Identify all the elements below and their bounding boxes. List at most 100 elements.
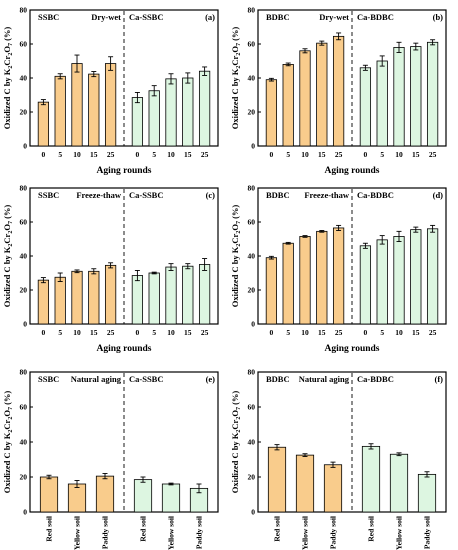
bar (332, 35, 345, 147)
x-tick-label: 0 (270, 150, 274, 159)
panel-label: (a) (205, 12, 215, 22)
y-axis-title-part: 2 (8, 244, 14, 247)
y-axis-title-part: O (230, 410, 240, 417)
x-tick-label: 0 (364, 328, 368, 337)
x-tick-label: 25 (107, 328, 115, 337)
bar (376, 239, 388, 325)
panel-label: (c) (206, 190, 216, 200)
x-tick-label: 25 (335, 150, 343, 159)
x-tick-label: 15 (318, 328, 326, 337)
y-axis-title-part: O (2, 224, 12, 231)
bar (316, 230, 328, 325)
y-tick-label: 80 (20, 368, 28, 377)
x-tick-label: 25 (201, 150, 209, 159)
y-axis-title-part: 7 (8, 43, 14, 46)
group-label-left: SSBC (38, 190, 59, 200)
y-axis-title-part: 2 (236, 417, 242, 420)
x-tick-label: 15 (184, 328, 192, 337)
y-axis-title-part: 2 (236, 430, 242, 433)
x-tick-label: 5 (58, 328, 62, 337)
bar (104, 264, 117, 325)
bar (39, 476, 59, 513)
group-label-right: Ca-SSBC (129, 190, 163, 200)
bar (323, 464, 343, 513)
y-axis-title-part: (%) (2, 205, 12, 221)
bar (161, 483, 181, 513)
y-tick-label: 0 (251, 508, 255, 517)
y-axis-title: Oxidized C by K2Cr2O7 (%) (2, 27, 14, 130)
x-tick-label: 15 (318, 150, 326, 159)
x-tick-label: 0 (42, 150, 46, 159)
y-axis-title-part: 7 (236, 43, 242, 46)
x-tick-label: 0 (364, 150, 368, 159)
y-tick-label: 40 (20, 438, 28, 447)
x-tick-label: 0 (42, 328, 46, 337)
x-tick-label: 10 (73, 150, 81, 159)
y-axis-title-part: 2 (8, 231, 14, 234)
x-tick-label: 10 (301, 150, 309, 159)
bar (182, 77, 194, 147)
bar (148, 90, 160, 147)
x-tick-label: 0 (136, 150, 140, 159)
bar (198, 70, 211, 147)
y-axis-title-part: (%) (230, 27, 240, 43)
y-axis-title-part: Oxidized C by K (230, 68, 240, 129)
bar (410, 229, 422, 325)
bar (133, 479, 153, 513)
y-tick-label: 40 (248, 74, 256, 83)
treatment-label: Freeze-thaw (304, 190, 350, 200)
y-axis-title-part: O (230, 224, 240, 231)
x-tick-label: 5 (286, 150, 290, 159)
x-tick-label: 10 (395, 328, 403, 337)
y-axis-title: Oxidized C by K2Cr2O7 (%) (230, 205, 242, 308)
x-tick-label: Red soil (139, 516, 148, 542)
y-axis-title-part: 2 (8, 53, 14, 56)
bar (359, 245, 372, 325)
y-axis-title-part: 7 (8, 407, 14, 410)
y-axis-title-part: 2 (236, 53, 242, 56)
x-tick-label: Paddy soil (195, 516, 204, 549)
x-tick-label: 15 (412, 150, 420, 159)
y-axis-title-part: 2 (8, 430, 14, 433)
bar (359, 67, 372, 147)
bar (37, 101, 50, 147)
x-tick-label: 5 (286, 328, 290, 337)
x-tick-label: Red soil (367, 516, 376, 542)
group-label-left: SSBC (38, 374, 59, 384)
y-tick-label: 60 (248, 403, 256, 412)
y-axis-title-part: Cr (230, 55, 240, 65)
y-tick-label: 0 (23, 320, 27, 329)
y-tick-label: 60 (20, 40, 28, 49)
x-axis-title: Aging rounds (96, 344, 151, 354)
x-tick-label: 15 (90, 150, 98, 159)
bar (54, 75, 66, 147)
y-axis-title-part: 2 (236, 244, 242, 247)
bar (265, 257, 278, 325)
bar (165, 78, 177, 147)
y-axis-title-part: O (230, 46, 240, 53)
x-tick-label: 0 (136, 328, 140, 337)
x-tick-label: Paddy soil (101, 516, 110, 549)
x-tick-label: Yellow soil (301, 516, 310, 550)
bar (148, 272, 160, 325)
x-tick-label: 10 (167, 150, 175, 159)
y-axis-title-part: Oxidized C by K (230, 246, 240, 307)
x-tick-label: Red soil (273, 516, 282, 542)
y-tick-label: 40 (248, 252, 256, 261)
y-axis-title-part: (%) (230, 205, 240, 221)
group-label-right: Ca-SSBC (129, 12, 163, 22)
y-axis-title-part: Cr (2, 233, 12, 243)
panel-label: (d) (433, 190, 444, 200)
y-tick-label: 60 (20, 403, 28, 412)
y-axis-title: Oxidized C by K2Cr2O7 (%) (230, 27, 242, 130)
bar (376, 60, 388, 147)
y-axis-title-part: 7 (236, 407, 242, 410)
x-tick-label: 25 (201, 328, 209, 337)
x-tick-label: Paddy soil (329, 516, 338, 549)
y-axis-title-part: Cr (2, 55, 12, 65)
x-axis-title: Aging rounds (96, 166, 151, 176)
y-tick-label: 20 (20, 108, 28, 117)
bar (389, 453, 409, 513)
y-tick-label: 40 (20, 252, 28, 261)
bar (332, 227, 345, 325)
